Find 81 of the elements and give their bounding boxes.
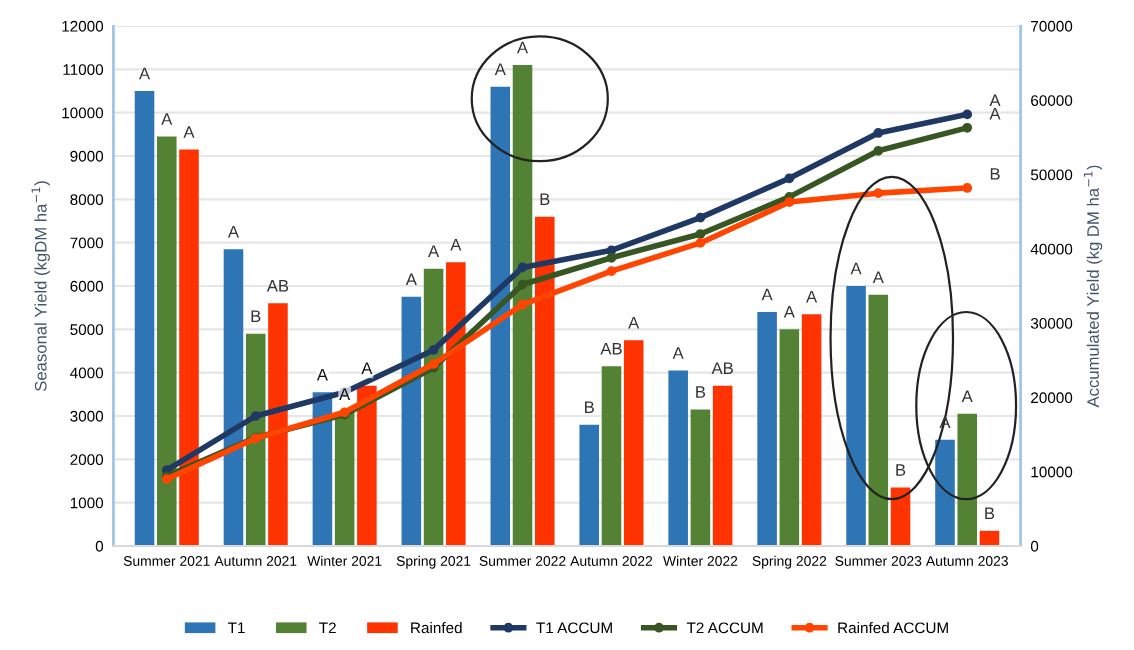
- data-label: A: [989, 94, 1001, 107]
- data-label: A: [672, 347, 684, 359]
- bar: [179, 149, 199, 546]
- bar: [957, 413, 978, 546]
- bar: [890, 487, 911, 546]
- bar: [779, 329, 800, 546]
- data-label: B: [696, 386, 706, 398]
- bar: [846, 286, 866, 546]
- bar: [579, 424, 600, 546]
- point: [962, 109, 973, 120]
- point: [606, 266, 617, 276]
- point: [517, 299, 528, 310]
- bar: [334, 411, 355, 546]
- point: [784, 197, 795, 207]
- bar: [601, 366, 622, 546]
- bar: [401, 296, 422, 546]
- bar: [423, 268, 444, 546]
- data-label: A: [989, 107, 1001, 120]
- data-label: A: [405, 273, 417, 286]
- data-label: A: [872, 271, 884, 283]
- point: [873, 188, 884, 199]
- data-label: A: [850, 262, 862, 275]
- point: [784, 173, 795, 184]
- data-label: A: [494, 63, 506, 75]
- data-label: A: [161, 113, 173, 125]
- point: [962, 122, 973, 133]
- data-label: AB: [711, 362, 733, 374]
- point: [606, 252, 617, 263]
- bar: [668, 370, 688, 546]
- data-label: A: [339, 388, 351, 400]
- point: [517, 279, 528, 290]
- point: [517, 262, 528, 273]
- data-label: B: [896, 464, 906, 476]
- data-label: A: [517, 41, 529, 54]
- point: [695, 229, 706, 239]
- bar: [534, 216, 555, 546]
- data-label: AB: [266, 280, 289, 292]
- data-label: A: [361, 362, 373, 374]
- bar: [134, 91, 155, 546]
- data-label: A: [183, 126, 195, 138]
- data-label: A: [139, 67, 151, 80]
- data-label: B: [540, 193, 550, 205]
- bar: [757, 312, 777, 546]
- bar: [979, 530, 1000, 546]
- bar: [357, 385, 377, 546]
- data-label: A: [628, 316, 640, 329]
- data-label: AB: [600, 342, 622, 355]
- point: [428, 345, 439, 355]
- bar: [156, 136, 177, 546]
- bar: [868, 294, 889, 546]
- data-label: A: [227, 225, 239, 238]
- bar: [512, 65, 533, 546]
- data-label: A: [761, 288, 773, 301]
- bar: [268, 303, 288, 546]
- data-label: A: [783, 306, 795, 318]
- data-label: A: [428, 245, 440, 257]
- point: [962, 183, 973, 193]
- bar: [935, 439, 955, 546]
- data-label: B: [990, 168, 1000, 180]
- bar: [801, 314, 822, 546]
- point: [695, 212, 706, 223]
- data-label: A: [450, 238, 462, 251]
- bar: [623, 340, 644, 546]
- point: [250, 411, 261, 421]
- bar: [223, 249, 244, 546]
- bar: [712, 385, 733, 546]
- bar: [490, 86, 511, 546]
- point: [873, 145, 884, 156]
- point: [873, 128, 884, 138]
- data-label: B: [585, 401, 594, 413]
- data-label: B: [251, 310, 261, 322]
- point: [695, 238, 706, 248]
- bar: [245, 333, 266, 546]
- data-label: A: [316, 368, 328, 381]
- data-label: A: [961, 390, 973, 403]
- y2-axis-title: Accumulated Yield (kg DM ha$^{−1}$): [1083, 165, 1103, 408]
- data-label: A: [806, 290, 818, 303]
- y-axis-title: Seasonal Yield (kgDM ha$^{−1}$): [31, 181, 50, 391]
- bar: [446, 262, 466, 546]
- data-label: B: [985, 507, 995, 520]
- bar: [690, 409, 711, 546]
